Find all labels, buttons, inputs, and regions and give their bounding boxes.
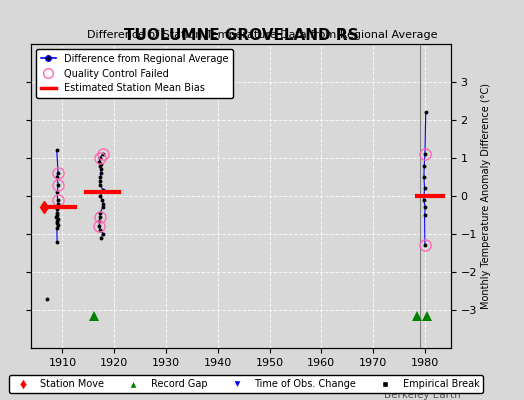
Text: Berkeley Earth: Berkeley Earth	[385, 390, 461, 400]
Legend: Difference from Regional Average, Quality Control Failed, Estimated Station Mean: Difference from Regional Average, Qualit…	[36, 49, 233, 98]
Title: TUOLUMNE GROVELAND RS: TUOLUMNE GROVELAND RS	[124, 28, 358, 43]
Y-axis label: Monthly Temperature Anomaly Difference (°C): Monthly Temperature Anomaly Difference (…	[481, 83, 491, 309]
Text: Difference of Station Temperature Data from Regional Average: Difference of Station Temperature Data f…	[87, 30, 437, 40]
Legend: Station Move, Record Gap, Time of Obs. Change, Empirical Break: Station Move, Record Gap, Time of Obs. C…	[9, 375, 484, 393]
